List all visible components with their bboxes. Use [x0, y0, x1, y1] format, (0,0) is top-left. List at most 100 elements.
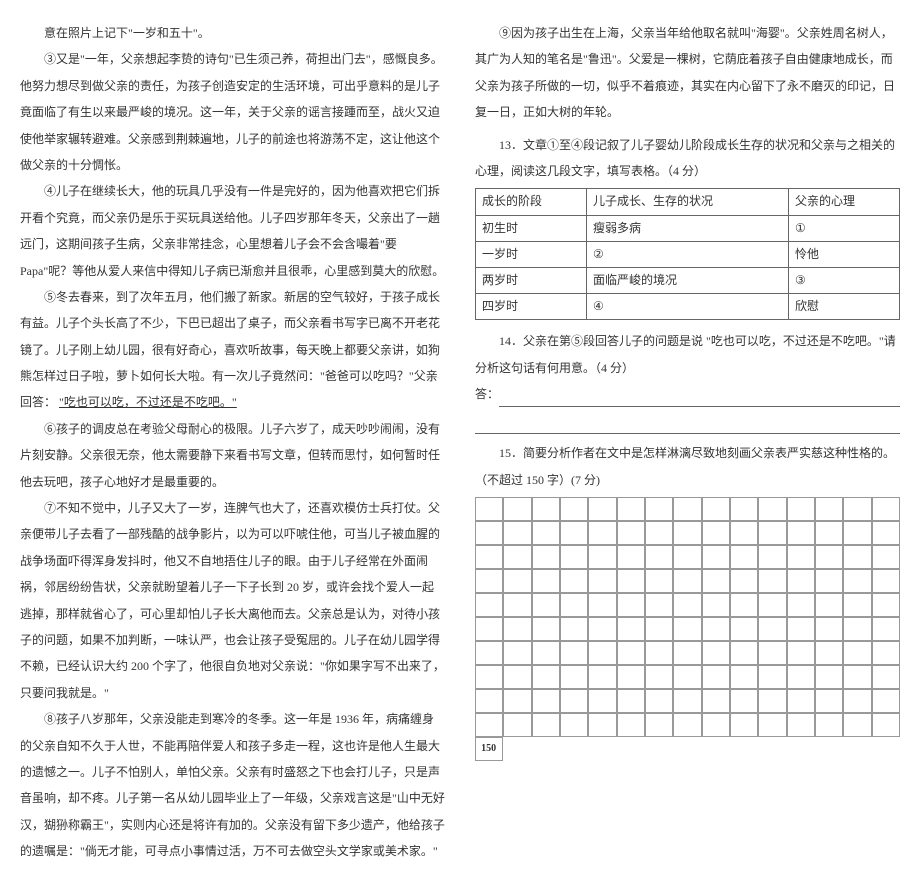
grid-cell[interactable] — [702, 521, 730, 545]
grid-cell[interactable] — [588, 545, 616, 569]
grid-cell[interactable] — [872, 713, 900, 737]
grid-cell[interactable] — [645, 713, 673, 737]
grid-cell[interactable] — [702, 593, 730, 617]
grid-cell[interactable] — [758, 617, 786, 641]
grid-cell[interactable] — [787, 521, 815, 545]
grid-cell[interactable] — [673, 593, 701, 617]
grid-cell[interactable] — [588, 521, 616, 545]
grid-cell[interactable] — [872, 689, 900, 713]
grid-cell[interactable] — [702, 665, 730, 689]
grid-cell[interactable] — [475, 689, 503, 713]
grid-cell[interactable] — [645, 545, 673, 569]
grid-cell[interactable] — [673, 521, 701, 545]
grid-cell[interactable] — [503, 713, 531, 737]
grid-cell[interactable] — [730, 617, 758, 641]
grid-cell[interactable] — [503, 593, 531, 617]
grid-cell[interactable] — [787, 545, 815, 569]
grid-cell[interactable] — [617, 641, 645, 665]
grid-cell[interactable] — [730, 497, 758, 521]
grid-cell[interactable] — [532, 713, 560, 737]
grid-cell[interactable] — [730, 665, 758, 689]
grid-cell[interactable] — [815, 617, 843, 641]
grid-cell[interactable] — [673, 545, 701, 569]
grid-cell[interactable] — [532, 593, 560, 617]
grid-cell[interactable] — [872, 497, 900, 521]
grid-cell[interactable] — [475, 641, 503, 665]
grid-cell[interactable] — [815, 641, 843, 665]
grid-cell[interactable] — [843, 713, 871, 737]
grid-cell[interactable] — [503, 617, 531, 641]
answer-fill-line[interactable] — [499, 386, 900, 407]
grid-cell[interactable] — [815, 545, 843, 569]
grid-cell[interactable] — [787, 593, 815, 617]
grid-cell[interactable] — [532, 521, 560, 545]
grid-cell[interactable] — [758, 665, 786, 689]
grid-cell[interactable] — [503, 665, 531, 689]
grid-cell[interactable] — [872, 521, 900, 545]
grid-cell[interactable] — [475, 617, 503, 641]
grid-cell[interactable] — [673, 617, 701, 641]
grid-cell[interactable] — [560, 521, 588, 545]
grid-cell[interactable] — [730, 545, 758, 569]
grid-cell[interactable] — [617, 545, 645, 569]
grid-cell[interactable] — [617, 593, 645, 617]
grid-cell[interactable] — [503, 689, 531, 713]
grid-cell[interactable] — [617, 713, 645, 737]
grid-cell[interactable] — [532, 665, 560, 689]
grid-cell[interactable] — [475, 497, 503, 521]
grid-cell[interactable] — [617, 569, 645, 593]
grid-cell[interactable] — [560, 569, 588, 593]
grid-cell[interactable] — [815, 497, 843, 521]
grid-cell[interactable] — [588, 593, 616, 617]
grid-cell[interactable] — [673, 713, 701, 737]
grid-cell[interactable] — [730, 521, 758, 545]
grid-cell[interactable] — [588, 689, 616, 713]
grid-cell[interactable] — [588, 665, 616, 689]
grid-cell[interactable] — [475, 569, 503, 593]
answer-grid-150[interactable]: 150 — [475, 497, 900, 761]
table-cell[interactable]: ① — [789, 215, 900, 241]
grid-cell[interactable] — [588, 641, 616, 665]
grid-cell[interactable] — [645, 665, 673, 689]
grid-cell[interactable] — [588, 713, 616, 737]
grid-cell[interactable] — [758, 497, 786, 521]
grid-cell[interactable] — [503, 497, 531, 521]
grid-cell[interactable] — [617, 497, 645, 521]
grid-cell[interactable] — [588, 497, 616, 521]
grid-cell[interactable] — [787, 641, 815, 665]
grid-cell[interactable] — [645, 521, 673, 545]
grid-cell[interactable] — [843, 689, 871, 713]
grid-cell[interactable] — [730, 641, 758, 665]
grid-cell[interactable] — [532, 689, 560, 713]
grid-cell[interactable] — [872, 569, 900, 593]
grid-cell[interactable] — [645, 593, 673, 617]
grid-cell[interactable] — [588, 569, 616, 593]
grid-cell[interactable] — [730, 689, 758, 713]
grid-cell[interactable] — [758, 593, 786, 617]
grid-cell[interactable] — [787, 497, 815, 521]
grid-cell[interactable] — [843, 665, 871, 689]
grid-cell[interactable] — [787, 713, 815, 737]
grid-cell[interactable] — [475, 545, 503, 569]
grid-cell[interactable] — [475, 665, 503, 689]
grid-cell[interactable] — [843, 497, 871, 521]
grid-cell[interactable] — [645, 617, 673, 641]
grid-cell[interactable] — [645, 641, 673, 665]
grid-cell[interactable] — [560, 545, 588, 569]
grid-cell[interactable] — [532, 569, 560, 593]
grid-cell[interactable] — [702, 569, 730, 593]
grid-cell[interactable] — [872, 641, 900, 665]
grid-cell[interactable] — [475, 713, 503, 737]
grid-cell[interactable] — [702, 545, 730, 569]
table-cell[interactable]: ③ — [789, 267, 900, 293]
grid-cell[interactable] — [730, 569, 758, 593]
grid-cell[interactable] — [617, 689, 645, 713]
grid-cell[interactable] — [872, 593, 900, 617]
grid-cell[interactable] — [588, 617, 616, 641]
grid-cell[interactable] — [843, 593, 871, 617]
grid-cell[interactable] — [815, 713, 843, 737]
grid-cell[interactable] — [475, 521, 503, 545]
grid-cell[interactable] — [645, 689, 673, 713]
grid-cell[interactable] — [815, 569, 843, 593]
grid-cell[interactable] — [787, 665, 815, 689]
